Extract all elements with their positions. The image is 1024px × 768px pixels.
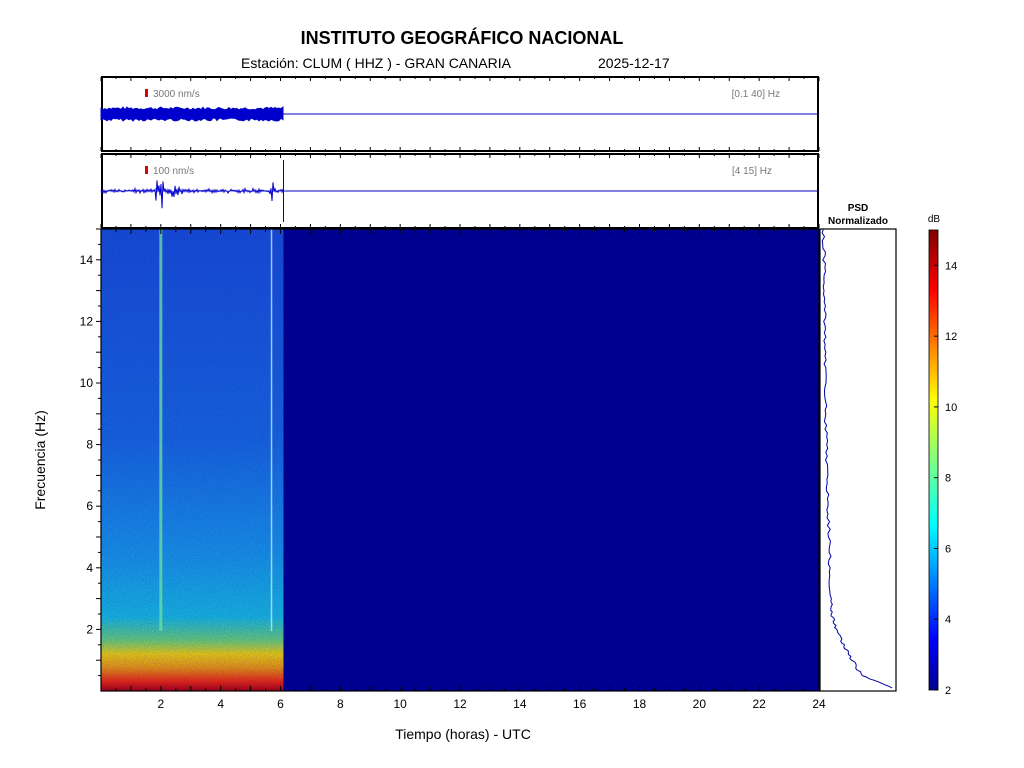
y-tick-label: 8 bbox=[86, 438, 93, 452]
scale-marker bbox=[145, 89, 148, 97]
x-axis-ticks: 2 4 6 8 10 12 14 16 18 20 22 24 bbox=[100, 229, 826, 711]
x-tick-label: 4 bbox=[217, 697, 224, 711]
y-tick-label: 14 bbox=[80, 253, 94, 267]
date-label: 2025-12-17 bbox=[598, 55, 670, 71]
x-tick-label: 18 bbox=[633, 697, 647, 711]
colorbar: dB 2 4 6 8 10 12 14 bbox=[928, 214, 957, 697]
colorbar-tick-label: 4 bbox=[945, 614, 951, 626]
psd-panel: PSD Normalizado bbox=[819, 203, 897, 692]
trace-band-label: [0.1 40] Hz bbox=[732, 89, 780, 100]
trace-panel-broadband: 3000 nm/s [0.1 40] Hz bbox=[100, 76, 820, 152]
scale-marker bbox=[145, 166, 148, 174]
colorbar-tick-label: 8 bbox=[945, 473, 951, 485]
y-tick-label: 2 bbox=[86, 622, 93, 636]
trace-panel-filtered: 100 nm/s [4 15] Hz bbox=[100, 153, 820, 229]
trace-signal bbox=[100, 180, 284, 209]
spectrogram-noise-texture bbox=[101, 229, 284, 691]
psd-title-line2: Normalizado bbox=[828, 216, 888, 227]
x-tick-label: 24 bbox=[812, 697, 826, 711]
colorbar-tick-label: 14 bbox=[945, 260, 957, 272]
x-tick-label: 12 bbox=[453, 697, 467, 711]
psd-frame bbox=[819, 228, 897, 692]
x-tick-label: 8 bbox=[337, 697, 344, 711]
x-axis-label: Tiempo (horas) - UTC bbox=[395, 726, 531, 742]
colorbar-tick-label: 6 bbox=[945, 543, 951, 555]
x-tick-label: 10 bbox=[393, 697, 407, 711]
y-axis-ticks: 2 4 6 8 10 12 14 bbox=[80, 228, 101, 677]
colorbar-ticks: 2 4 6 8 10 12 14 bbox=[934, 260, 957, 697]
colorbar-tick-label: 10 bbox=[945, 402, 957, 414]
x-tick-label: 22 bbox=[752, 697, 766, 711]
trace-scale-label: 100 nm/s bbox=[153, 166, 194, 177]
x-tick-label: 16 bbox=[573, 697, 587, 711]
x-tick-label: 14 bbox=[513, 697, 527, 711]
y-tick-label: 6 bbox=[86, 499, 93, 513]
y-tick-label: 10 bbox=[80, 376, 94, 390]
trace-scale-label: 3000 nm/s bbox=[153, 89, 200, 100]
page-title: INSTITUTO GEOGRÁFICO NACIONAL bbox=[300, 28, 624, 48]
spectrogram-event-lines bbox=[159, 229, 273, 631]
y-axis-label: Frecuencia (Hz) bbox=[32, 410, 48, 510]
x-tick-label: 6 bbox=[277, 697, 284, 711]
trace-ticks bbox=[100, 77, 820, 151]
x-tick-label: 2 bbox=[157, 697, 164, 711]
x-tick-label: 20 bbox=[693, 697, 707, 711]
y-tick-label: 4 bbox=[86, 561, 93, 575]
station-label: Estación: CLUM ( HHZ ) - GRAN CANARIA bbox=[241, 55, 511, 71]
colorbar-unit: dB bbox=[928, 214, 941, 225]
trace-band-label: [4 15] Hz bbox=[732, 166, 772, 177]
colorbar-tick-label: 12 bbox=[945, 331, 957, 343]
trace-ticks bbox=[100, 154, 820, 228]
psd-title-line1: PSD bbox=[848, 203, 869, 214]
colorbar-gradient bbox=[928, 229, 939, 691]
y-tick-label: 12 bbox=[80, 314, 94, 328]
trace-signal bbox=[100, 106, 284, 122]
psd-curve bbox=[821, 228, 893, 689]
colorbar-tick-label: 2 bbox=[945, 685, 951, 697]
